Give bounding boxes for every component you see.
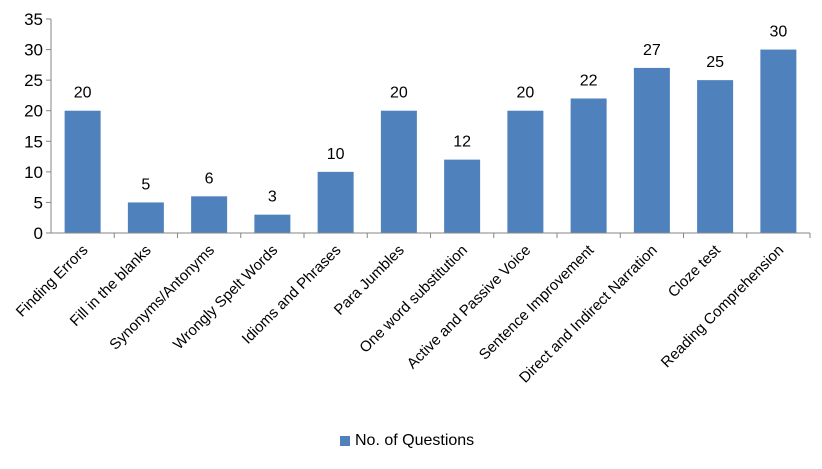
bar bbox=[633, 67, 670, 234]
y-tick-label: 5 bbox=[34, 193, 43, 212]
legend-label: No. of Questions bbox=[355, 432, 475, 449]
bar bbox=[760, 49, 797, 234]
y-tick-label: 25 bbox=[24, 71, 43, 90]
y-tick-label: 35 bbox=[24, 10, 43, 29]
x-category-label: One word substitution bbox=[356, 242, 471, 357]
x-category-label: Reading Comprehension bbox=[658, 242, 787, 371]
data-label: 27 bbox=[643, 42, 661, 59]
legend-swatch bbox=[340, 436, 350, 446]
data-label: 25 bbox=[706, 54, 724, 71]
data-label: 10 bbox=[327, 146, 345, 163]
data-label: 6 bbox=[205, 170, 214, 187]
bar bbox=[317, 171, 354, 233]
data-label: 5 bbox=[141, 176, 150, 193]
x-category-label: Direct and Indirect Narration bbox=[516, 242, 661, 387]
bar bbox=[444, 159, 481, 233]
y-tick-label: 10 bbox=[24, 163, 43, 182]
bar bbox=[127, 202, 164, 233]
data-label: 22 bbox=[580, 72, 598, 89]
x-category-label: Wrongly Spelt Words bbox=[170, 242, 281, 353]
data-label: 3 bbox=[268, 189, 277, 206]
y-axis: 0 5 10 15 20 25 30 35 bbox=[24, 10, 52, 243]
bar bbox=[380, 110, 417, 233]
x-category-label: Cloze test bbox=[665, 241, 725, 301]
bar bbox=[697, 80, 734, 234]
data-labels: 20 5 6 3 10 20 12 20 22 27 25 30 bbox=[74, 24, 788, 206]
data-label: 20 bbox=[74, 85, 92, 102]
y-tick-label: 30 bbox=[24, 41, 43, 60]
data-label: 20 bbox=[516, 85, 534, 102]
bars bbox=[64, 49, 797, 234]
data-label: 12 bbox=[453, 134, 471, 151]
x-category-label: Sentence Improvement bbox=[476, 241, 598, 363]
y-tick-label: 15 bbox=[24, 132, 43, 151]
data-label: 30 bbox=[769, 24, 787, 41]
data-label: 20 bbox=[390, 85, 408, 102]
bar bbox=[64, 110, 101, 233]
bar bbox=[191, 196, 228, 233]
bar bbox=[570, 98, 607, 233]
y-tick-label: 0 bbox=[34, 224, 43, 243]
x-category-label: Synonyms/Antonyms bbox=[106, 242, 218, 354]
bar bbox=[507, 110, 544, 233]
bar bbox=[254, 214, 291, 233]
x-category-label: Active and Passive Voice bbox=[404, 242, 535, 373]
legend: No. of Questions bbox=[340, 432, 474, 450]
y-tick-label: 20 bbox=[24, 102, 43, 121]
